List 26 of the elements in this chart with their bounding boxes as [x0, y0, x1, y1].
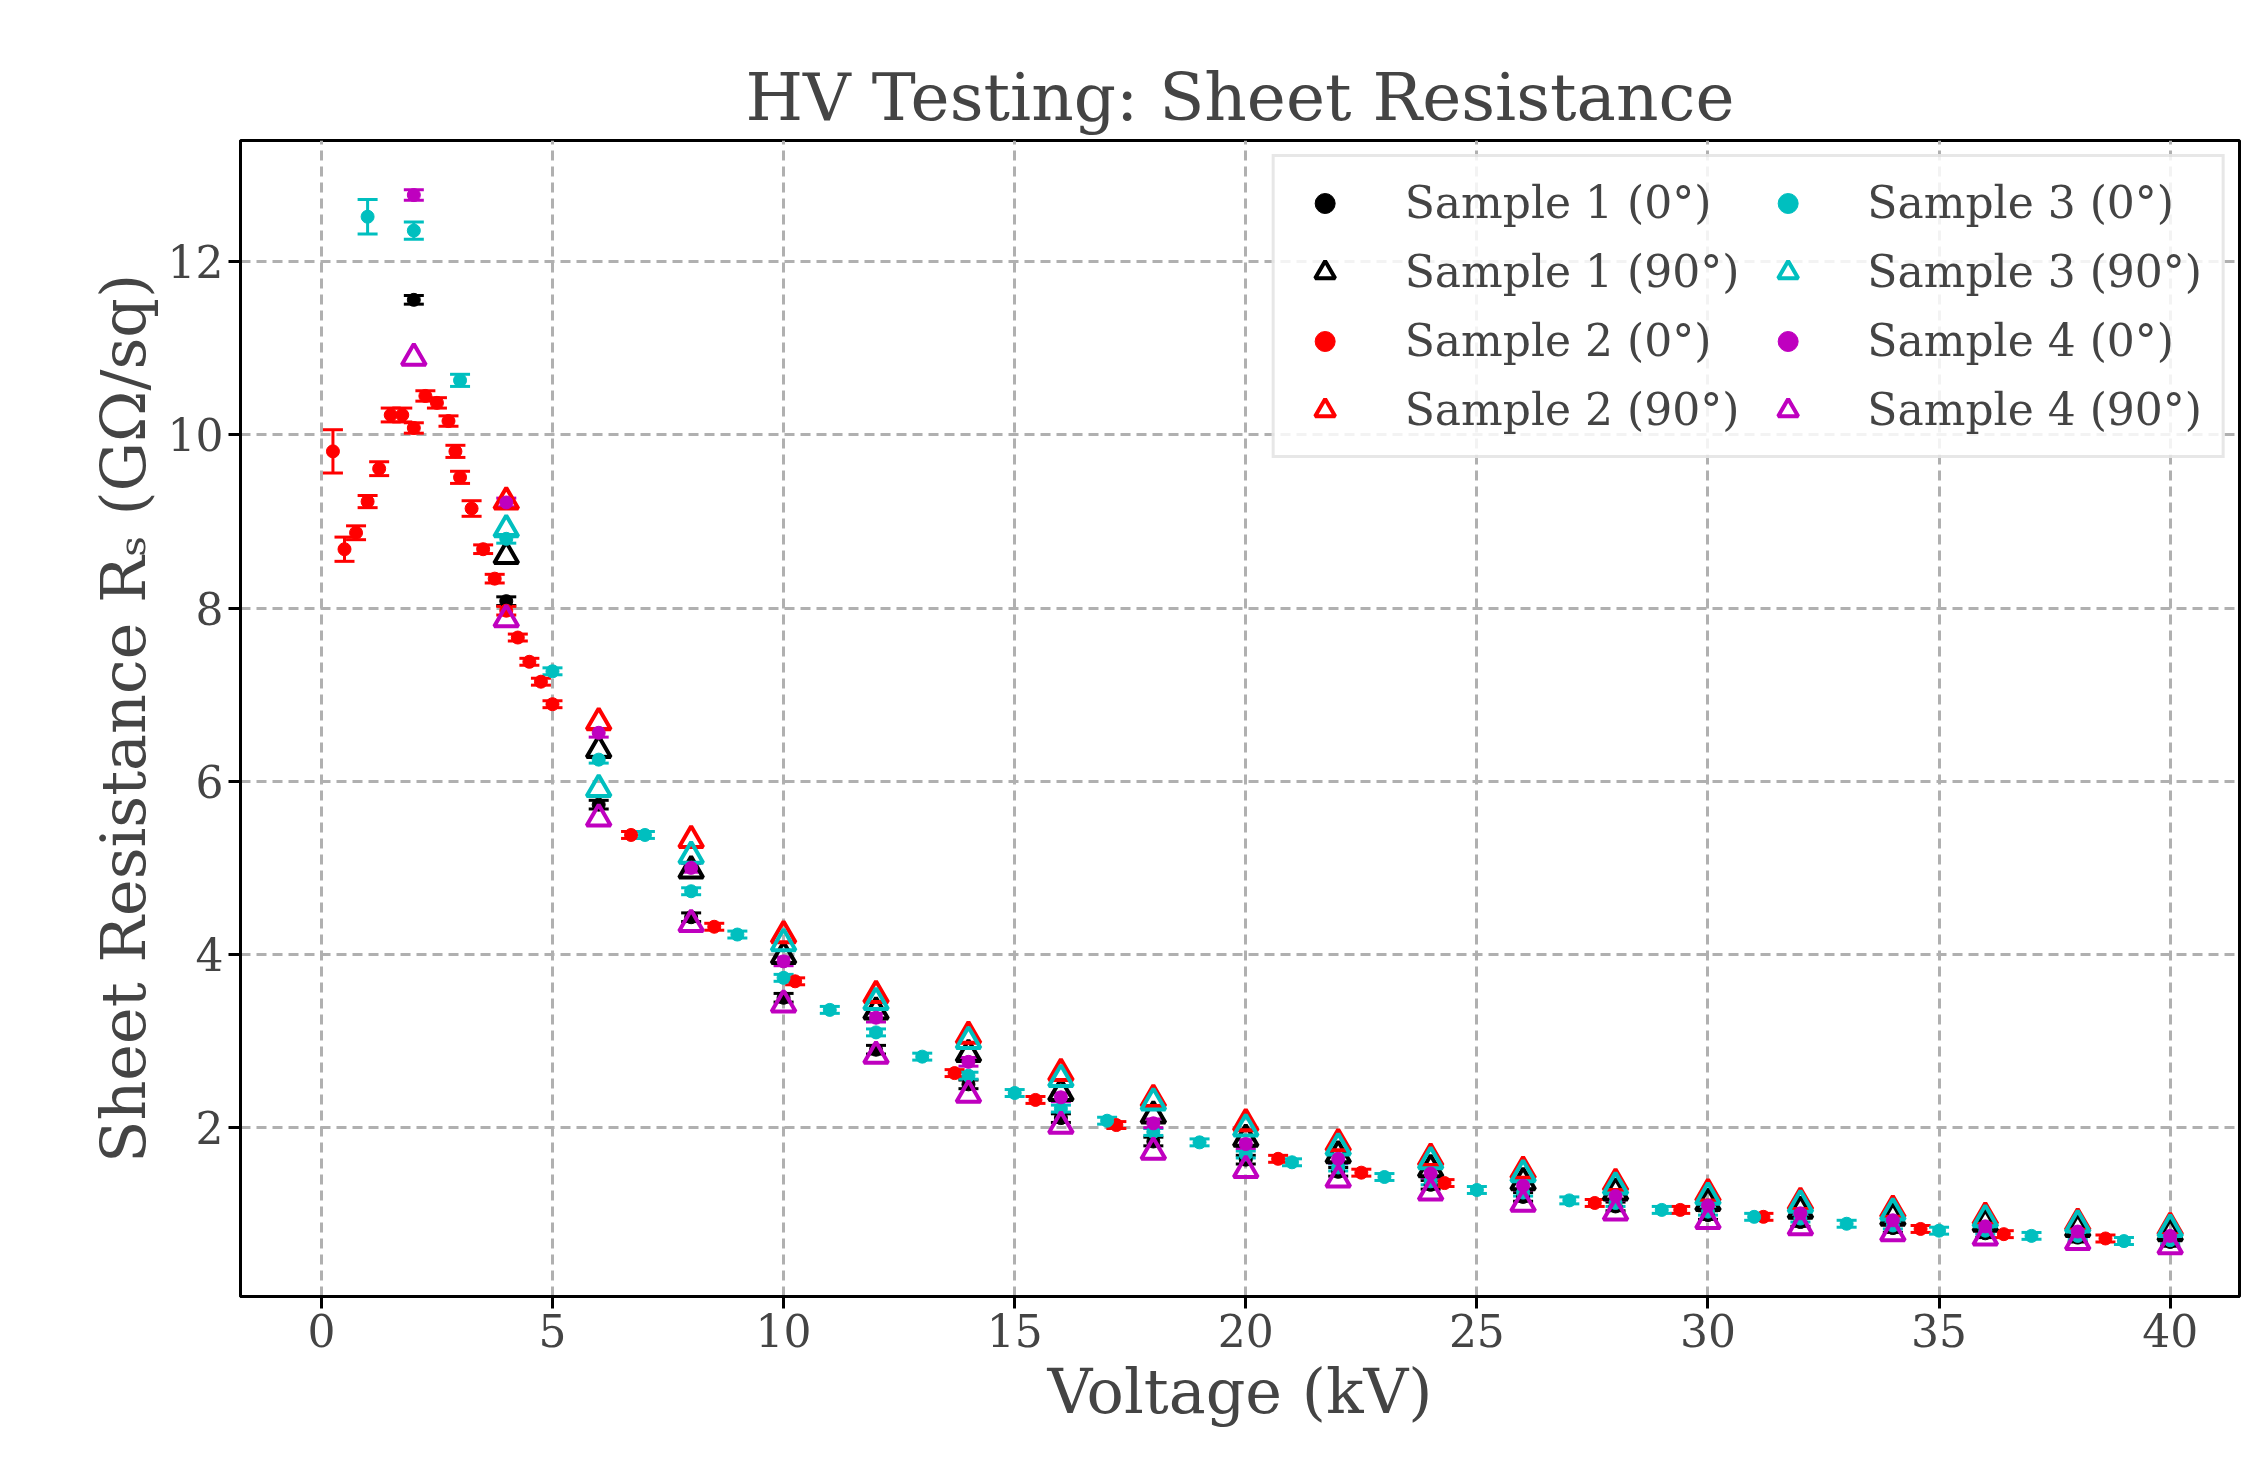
legend-label: Sample 3 (0°) [1867, 177, 2174, 228]
x-tick-label: 10 [755, 1305, 812, 1357]
x-tick-label: 20 [1217, 1305, 1274, 1357]
legend-label: Sample 3 (90°) [1867, 246, 2202, 297]
x-tick-label: 15 [986, 1305, 1043, 1357]
legend-label: Sample 4 (0°) [1867, 315, 2174, 366]
y-tick-label: 10 [167, 410, 224, 462]
chart-title: HV Testing: Sheet Resistance [745, 58, 1735, 136]
x-tick-label: 40 [2142, 1305, 2199, 1357]
x-tick-label: 0 [307, 1305, 336, 1357]
legend-label: Sample 2 (90°) [1404, 384, 1740, 435]
y-axis-title: Sheet Resistance Rₛ (GΩ/sq) [86, 273, 160, 1164]
x-tick-label: 5 [538, 1305, 567, 1357]
y-tick-label: 8 [195, 583, 224, 635]
x-tick-label: 25 [1448, 1305, 1505, 1357]
y-tick-label: 12 [167, 237, 224, 289]
x-tick-label: 30 [1679, 1305, 1736, 1357]
legend-label: Sample 2 (0°) [1404, 315, 1712, 366]
legend-label: Sample 4 (90°) [1867, 384, 2202, 435]
x-tick-label: 35 [1911, 1305, 1968, 1357]
y-tick-label: 4 [195, 929, 224, 981]
legend-label: Sample 1 (0°) [1404, 177, 1712, 228]
y-tick-label: 6 [195, 756, 224, 808]
legend-label: Sample 1 (90°) [1404, 246, 1740, 297]
x-axis-title: Voltage (kV) [1046, 1354, 1433, 1428]
y-tick-label: 2 [195, 1103, 224, 1155]
